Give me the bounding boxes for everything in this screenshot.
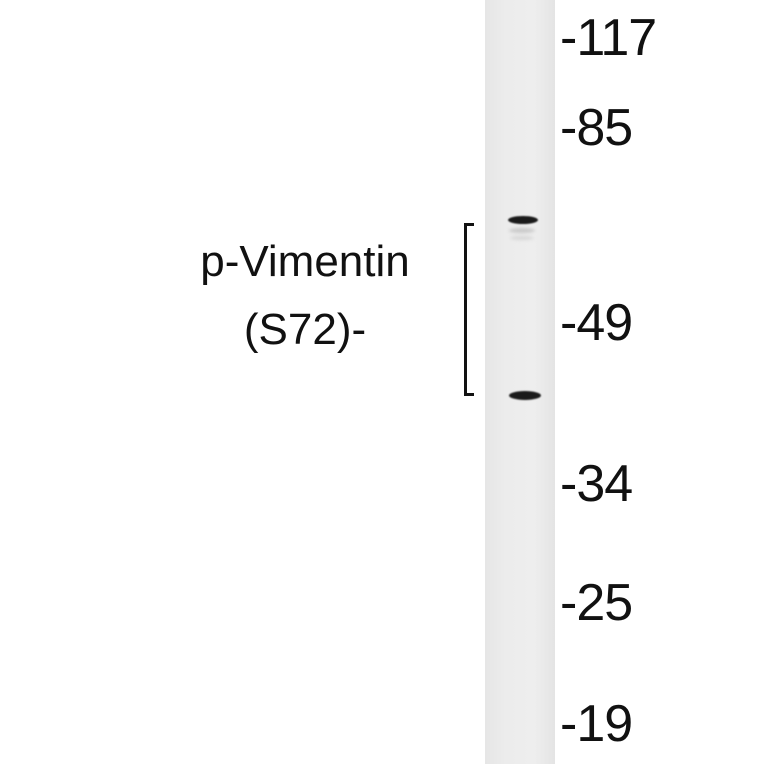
- band-upper: [508, 216, 538, 224]
- band-lower: [509, 391, 541, 400]
- protein-label-line2: (S72)-: [243, 305, 367, 354]
- band-upper-faint-2: [510, 236, 534, 240]
- bracket: [464, 223, 474, 396]
- marker-34: -34: [560, 455, 633, 513]
- marker-19: -19: [560, 695, 633, 753]
- marker-85: -85: [560, 99, 633, 157]
- band-upper-faint: [509, 228, 535, 233]
- protein-label-line1: p-Vimentin: [200, 237, 410, 286]
- marker-25: -25: [560, 574, 633, 632]
- marker-49: -49: [560, 294, 633, 352]
- blot-lane: [485, 0, 555, 764]
- marker-117: -117: [560, 9, 657, 67]
